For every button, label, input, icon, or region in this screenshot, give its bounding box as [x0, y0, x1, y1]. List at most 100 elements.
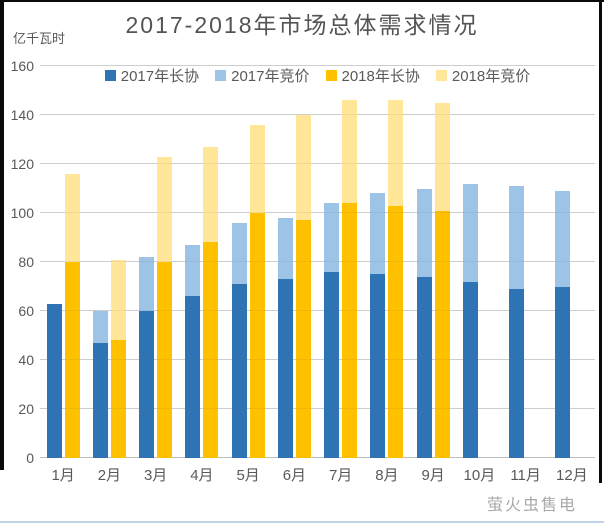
y-tick-label-60: 60 — [18, 303, 34, 319]
stack-2017-8月 — [370, 66, 386, 458]
stack-2018-8月 — [388, 66, 404, 458]
gridline-120 — [40, 163, 595, 164]
legend-swatch-2017年长协 — [104, 70, 116, 81]
stack-2017-11月 — [509, 66, 525, 458]
segment-2018年长协-9月 — [434, 210, 450, 458]
bar-group-3月 — [133, 66, 179, 458]
legend-label-2017年长协: 2017年长协 — [120, 68, 200, 85]
y-axis-tick-labels: 160 140 120 100 80 60 40 20 0 — [0, 59, 34, 465]
y-tick-label-20: 20 — [18, 401, 34, 417]
y-tick-label-120: 120 — [10, 156, 34, 172]
bottom-divider-line — [0, 521, 604, 523]
bar-group-8月 — [364, 66, 410, 458]
stack-2018-4月 — [203, 66, 219, 458]
y-tick-label-160: 160 — [10, 58, 34, 74]
segment-2017年竞价-12月 — [555, 190, 571, 287]
legend-item-2017年长协: 2017年长协 — [104, 65, 200, 86]
stack-2017-6月 — [277, 66, 293, 458]
x-axis-label-2月: 2月 — [97, 467, 122, 484]
segment-2018年竞价-1月 — [64, 173, 80, 262]
frame-border-right — [599, 0, 602, 483]
segment-2017年长协-8月 — [370, 274, 386, 458]
plot-area — [40, 65, 595, 458]
segment-2018年长协-1月 — [64, 262, 80, 458]
stack-2017-5月 — [231, 66, 247, 458]
gridline-40 — [40, 359, 595, 360]
bar-group-1月 — [40, 66, 86, 458]
watermark-text: 萤火虫售电 — [486, 497, 577, 514]
stack-2018-2月 — [110, 66, 126, 458]
segment-2017年长协-5月 — [231, 284, 247, 458]
legend-item-2018年长协: 2018年长协 — [325, 65, 420, 86]
segment-2017年竞价-6月 — [277, 217, 293, 280]
gridline-100 — [40, 212, 595, 213]
bar-group-4月 — [179, 66, 225, 458]
segment-2017年竞价-2月 — [92, 311, 108, 343]
legend-swatch-2018年竞价 — [435, 70, 447, 81]
segment-2018年竞价-9月 — [434, 102, 450, 211]
bar-groups — [40, 66, 595, 458]
legend-item-2017年竞价: 2017年竞价 — [215, 65, 310, 86]
x-axis-label-12月: 12月 — [556, 467, 588, 484]
bar-group-12月 — [549, 66, 595, 458]
x-axis-line — [40, 457, 595, 458]
stack-2018-10月 — [481, 66, 496, 458]
x-axis-label-10月: 10月 — [463, 467, 496, 484]
segment-2017年长协-10月 — [462, 281, 478, 458]
segment-2017年长协-9月 — [416, 276, 432, 458]
segment-2017年竞价-10月 — [462, 183, 478, 282]
gridline-60 — [40, 310, 595, 311]
segment-2018年长协-3月 — [157, 262, 173, 458]
y-tick-label-80: 80 — [18, 254, 34, 270]
segment-2017年竞价-5月 — [231, 222, 247, 285]
y-tick-label-100: 100 — [10, 205, 34, 221]
x-axis-labels: 1月 2月 3月 4月 5月 6月 7月 8月 9月 10月 11月 12月 — [40, 464, 595, 485]
legend-label-2018年竞价: 2018年竞价 — [451, 68, 531, 85]
segment-2017年竞价-3月 — [139, 257, 155, 311]
stack-2018-1月 — [64, 66, 80, 458]
segment-2017年长协-3月 — [139, 311, 155, 458]
x-axis-label-4月: 4月 — [190, 467, 214, 484]
segment-2017年长协-4月 — [185, 296, 201, 458]
bar-group-5月 — [225, 66, 271, 458]
segment-2017年长协-2月 — [92, 342, 108, 458]
segment-2018年竞价-7月 — [342, 100, 358, 204]
legend-swatch-2018年长协 — [325, 70, 337, 81]
frame-border-top — [0, 0, 604, 2]
gridline-160 — [40, 65, 595, 66]
segment-2017年长协-6月 — [277, 279, 293, 458]
segment-2018年长协-7月 — [342, 203, 358, 458]
stack-2018-12月 — [573, 66, 588, 458]
bar-group-9月 — [410, 66, 456, 458]
segment-2017年竞价-4月 — [185, 244, 201, 297]
segment-2018年长协-5月 — [249, 213, 265, 458]
stack-2018-3月 — [157, 66, 173, 458]
segment-2018年长协-2月 — [110, 340, 126, 458]
y-tick-label-0: 0 — [26, 450, 34, 466]
stack-2017-1月 — [46, 66, 62, 458]
legend-label-2017年竞价: 2017年竞价 — [231, 68, 310, 85]
x-axis-label-6月: 6月 — [282, 467, 307, 484]
chart-title: 2017-2018年市场总体需求情况 — [125, 12, 479, 38]
gridline-20 — [40, 408, 595, 409]
segment-2017年长协-11月 — [509, 288, 525, 458]
segment-2017年长协-1月 — [46, 303, 62, 458]
x-axis-label-7月: 7月 — [328, 467, 353, 484]
stack-2018-7月 — [342, 66, 358, 458]
legend: 2017年长协 2017年竞价 2018年长协 2018年竞价 — [40, 65, 595, 86]
stack-2018-11月 — [527, 66, 542, 458]
y-tick-label-140: 140 — [10, 107, 34, 123]
segment-2018年长协-4月 — [203, 242, 219, 458]
segment-2017年长协-12月 — [555, 286, 571, 458]
segment-2018年长协-6月 — [295, 220, 311, 458]
stack-2018-9月 — [434, 66, 450, 458]
legend-label-2018年长协: 2018年长协 — [341, 68, 420, 85]
segment-2018年长协-8月 — [388, 205, 404, 458]
stack-2017-2月 — [92, 66, 108, 458]
stack-2018-5月 — [249, 66, 265, 458]
stack-2017-12月 — [555, 66, 571, 458]
y-tick-label-40: 40 — [18, 352, 34, 368]
stack-2017-3月 — [139, 66, 155, 458]
frame-border-left — [0, 0, 4, 470]
